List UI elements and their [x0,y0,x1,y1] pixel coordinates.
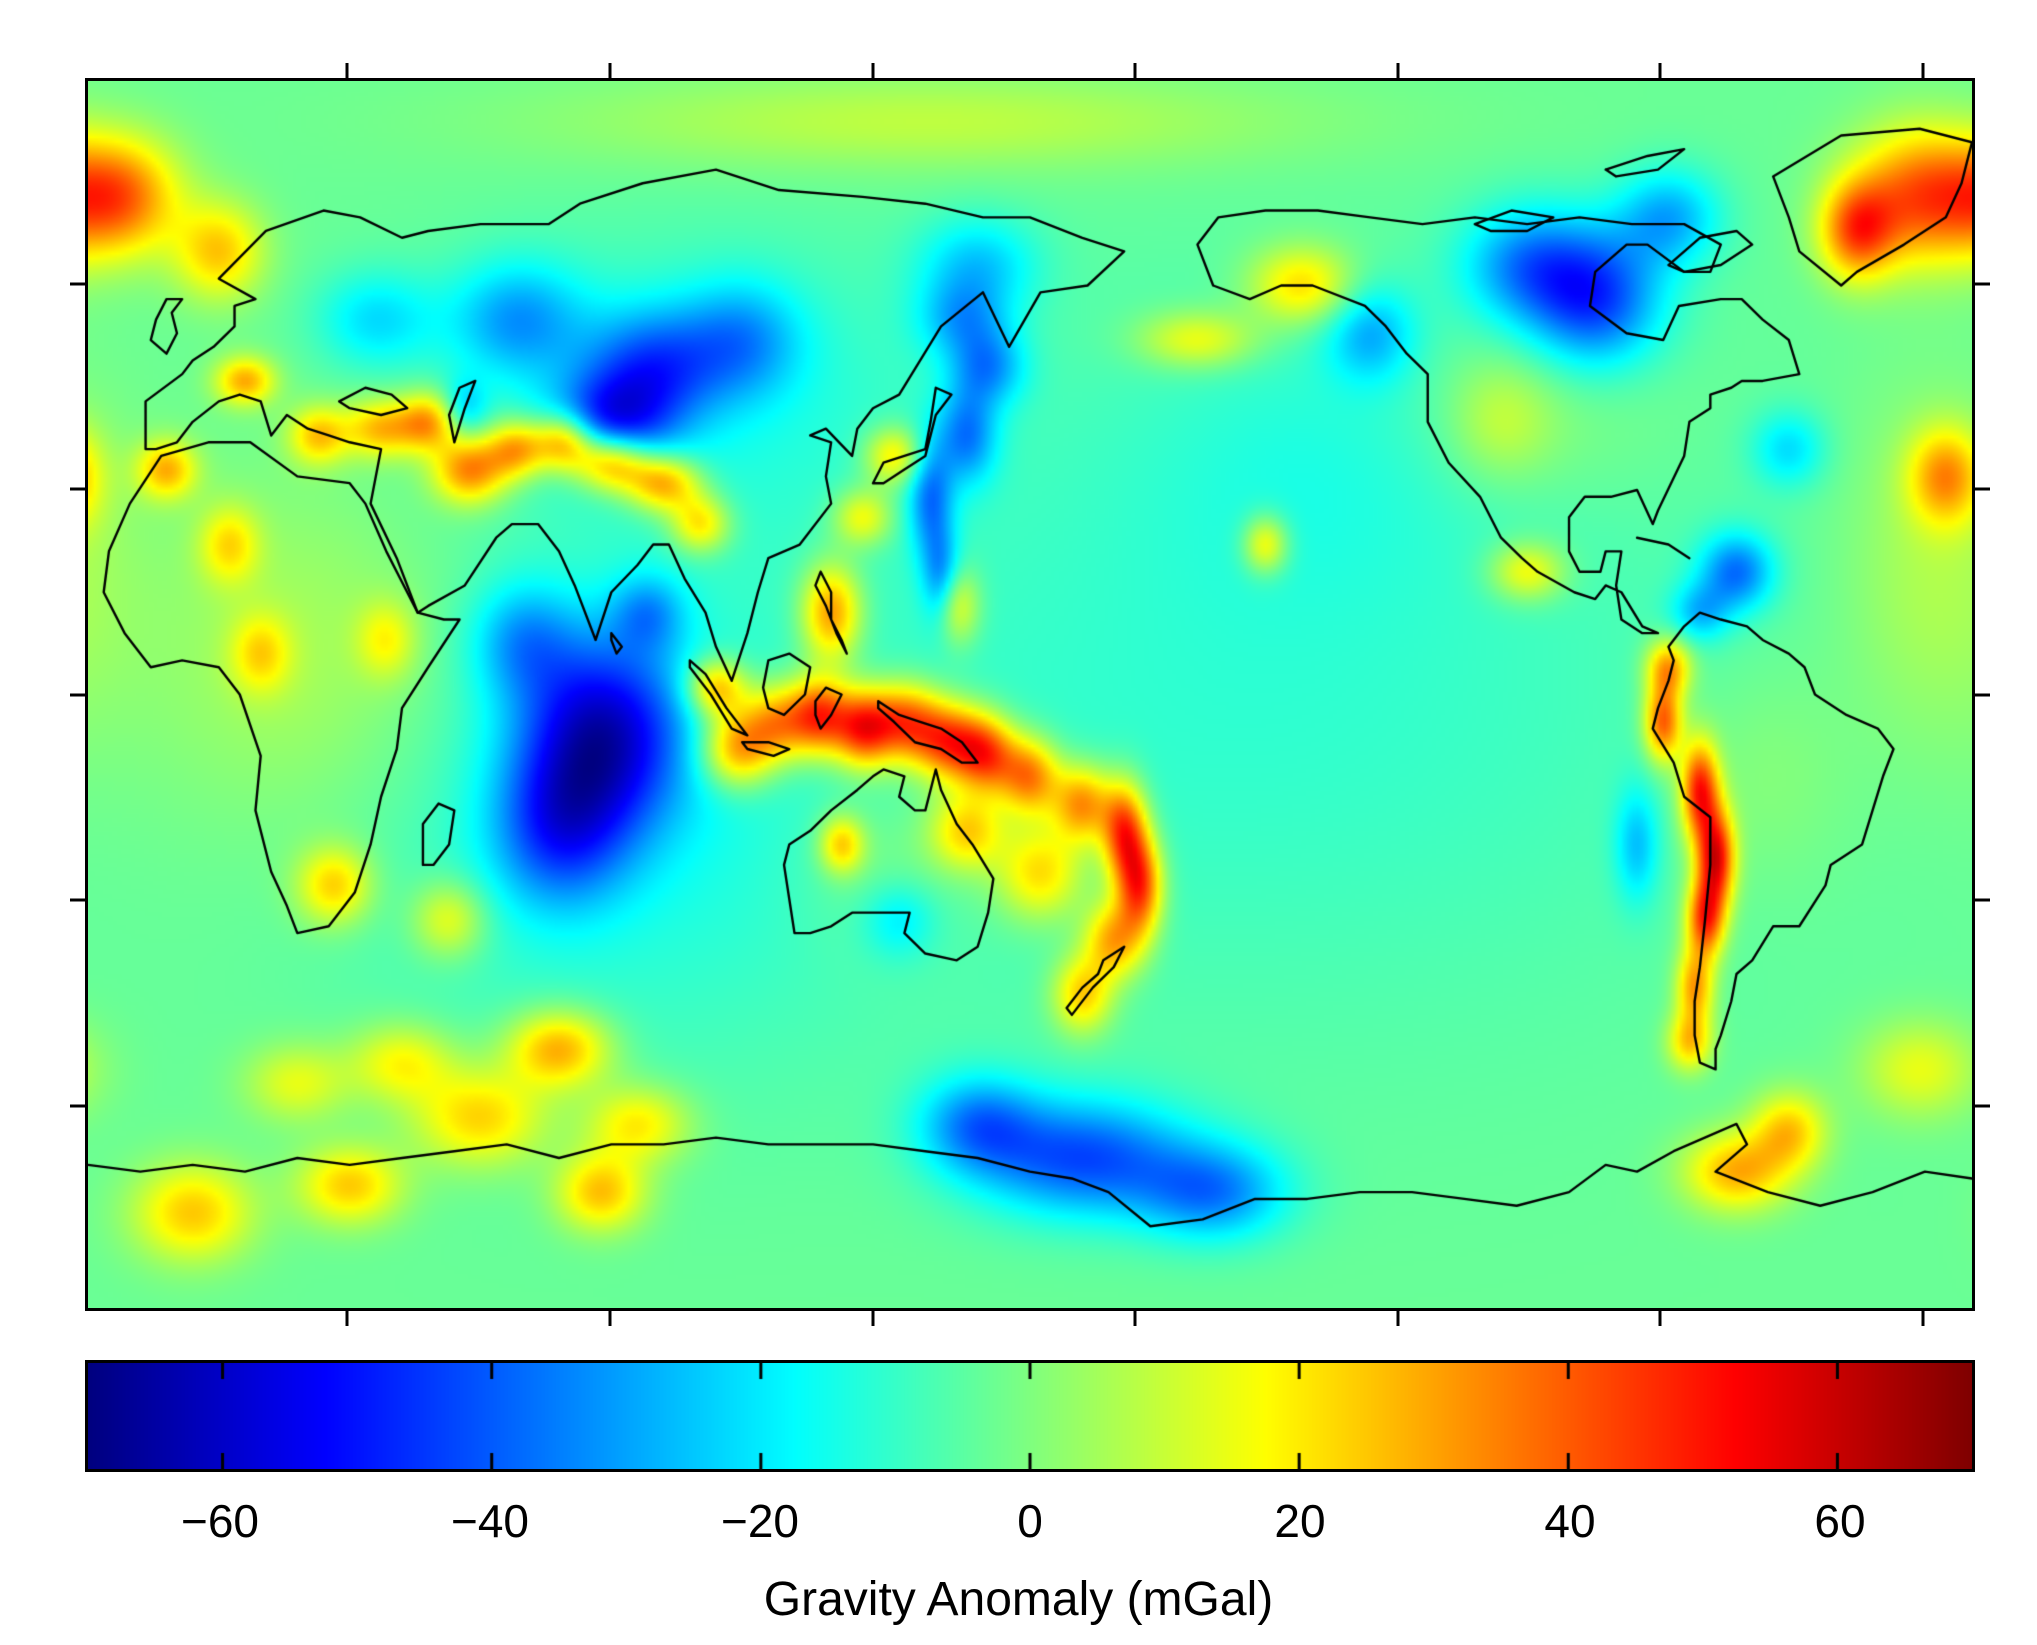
map-tick-right [1975,1104,1990,1107]
map-tick-bottom [1921,1311,1924,1326]
map-tick-bottom [1396,1311,1399,1326]
coastline-overlay-canvas [88,81,1972,1308]
map-tick-right [1975,487,1990,491]
map-panel [70,63,1990,1326]
map-tick-right [1975,282,1990,285]
colorbar-tick-label: 0 [1017,1495,1043,1547]
colorbar-tick-label: 60 [1814,1495,1866,1547]
colorbar [85,1360,1975,1472]
map-tick-top [1921,63,1924,78]
map-tick-left [70,898,85,902]
map-tick-top [345,63,349,78]
map-tick-top [608,63,612,78]
map-tick-right [1975,693,1990,696]
colorbar-axis-label: Gravity Anomaly (mGal) [763,1573,1274,1626]
map-tick-left [70,282,85,285]
colorbar-tick-label: −60 [180,1495,260,1547]
map-tick-top [1133,63,1137,78]
map-tick-bottom [608,1311,612,1326]
map-tick-bottom [345,1311,349,1326]
colorbar-gradient-canvas [88,1363,1972,1469]
map-tick-bottom [1658,1311,1662,1326]
colorbar-tick-labels: −60 −40 −20 0 20 40 60 [85,1494,1975,1550]
map-tick-top [871,63,874,78]
colorbar-tick-label: 20 [1274,1495,1326,1547]
colorbar-tick-label: −20 [720,1495,800,1547]
map-tick-left [70,693,85,696]
map-tick-top [1658,63,1662,78]
map-tick-bottom [1133,1311,1137,1326]
map-tick-right [1975,898,1990,902]
map-tick-bottom [871,1311,874,1326]
colorbar-tick-label: −40 [450,1495,530,1547]
map-tick-top [1396,63,1399,78]
colorbar-tick-label: 40 [1544,1495,1596,1547]
map-tick-left [70,487,85,491]
map-tick-left [70,1104,85,1107]
